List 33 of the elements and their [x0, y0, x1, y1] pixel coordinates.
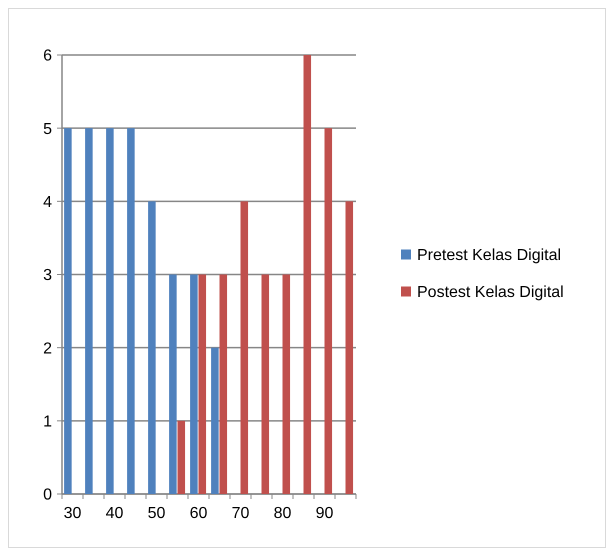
bar — [178, 420, 186, 494]
bar — [282, 274, 290, 494]
y-tick-label: 0 — [43, 486, 52, 504]
bar — [85, 128, 93, 494]
legend-label: Postest Kelas Digital — [417, 284, 564, 302]
x-tick-label: 70 — [232, 505, 250, 522]
x-tick-label: 40 — [106, 505, 124, 522]
x-tick-label: 60 — [190, 505, 208, 522]
bar — [148, 201, 156, 494]
bar — [240, 201, 248, 494]
bar — [304, 55, 312, 494]
bar — [324, 128, 332, 494]
bar — [211, 348, 219, 494]
x-tick-label: 50 — [148, 505, 166, 522]
y-tick-label: 4 — [43, 194, 52, 211]
x-tick-label: 90 — [316, 505, 334, 522]
bar — [106, 128, 114, 494]
bar — [64, 128, 72, 494]
bar — [127, 128, 135, 494]
y-tick-label: 1 — [43, 413, 52, 430]
y-tick-label: 2 — [43, 340, 52, 358]
bar — [198, 274, 206, 494]
bar — [169, 274, 177, 494]
bar — [220, 274, 228, 494]
bar — [346, 201, 354, 494]
y-tick-label: 5 — [43, 120, 52, 138]
x-tick-label: 30 — [64, 505, 82, 522]
y-tick-label: 6 — [43, 48, 52, 65]
y-tick-label: 3 — [43, 267, 52, 284]
x-tick-label: 80 — [274, 505, 292, 522]
bar — [262, 274, 270, 494]
legend-label: Pretest Kelas Digital — [417, 247, 562, 264]
bar — [190, 274, 198, 494]
